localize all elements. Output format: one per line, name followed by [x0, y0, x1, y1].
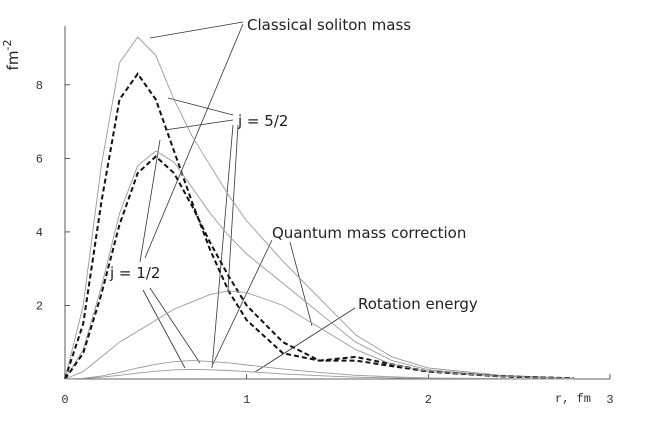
x-tick-label: 1	[243, 393, 250, 407]
curve	[64, 36, 574, 380]
annotation: j = 1/2	[109, 264, 160, 282]
x-tick-label: 0	[61, 393, 68, 407]
x-axis-label: r, fm	[555, 392, 591, 406]
curve	[64, 72, 574, 380]
y-tick-label: 6	[36, 152, 43, 166]
curve	[64, 360, 574, 380]
y-label-exponent: -2	[1, 40, 14, 51]
leader-lines	[139, 21, 356, 373]
y-tick-label: 2	[36, 299, 43, 313]
curve	[64, 150, 574, 380]
annotation: j = 5/2	[237, 112, 288, 130]
curve	[64, 290, 574, 380]
y-axis-label: fm-2	[1, 40, 22, 71]
x-tick-label: 2	[425, 393, 432, 407]
y-label-base: fm	[4, 51, 22, 71]
y-tick-label: 4	[36, 226, 43, 240]
annotation: Rotation energy	[358, 295, 478, 313]
annotation: Quantum mass correction	[272, 224, 466, 242]
y-tick-label: 8	[36, 79, 43, 93]
curve	[64, 368, 574, 380]
annotation: Classical soliton mass	[247, 16, 411, 34]
x-tick-label: 3	[606, 393, 613, 407]
